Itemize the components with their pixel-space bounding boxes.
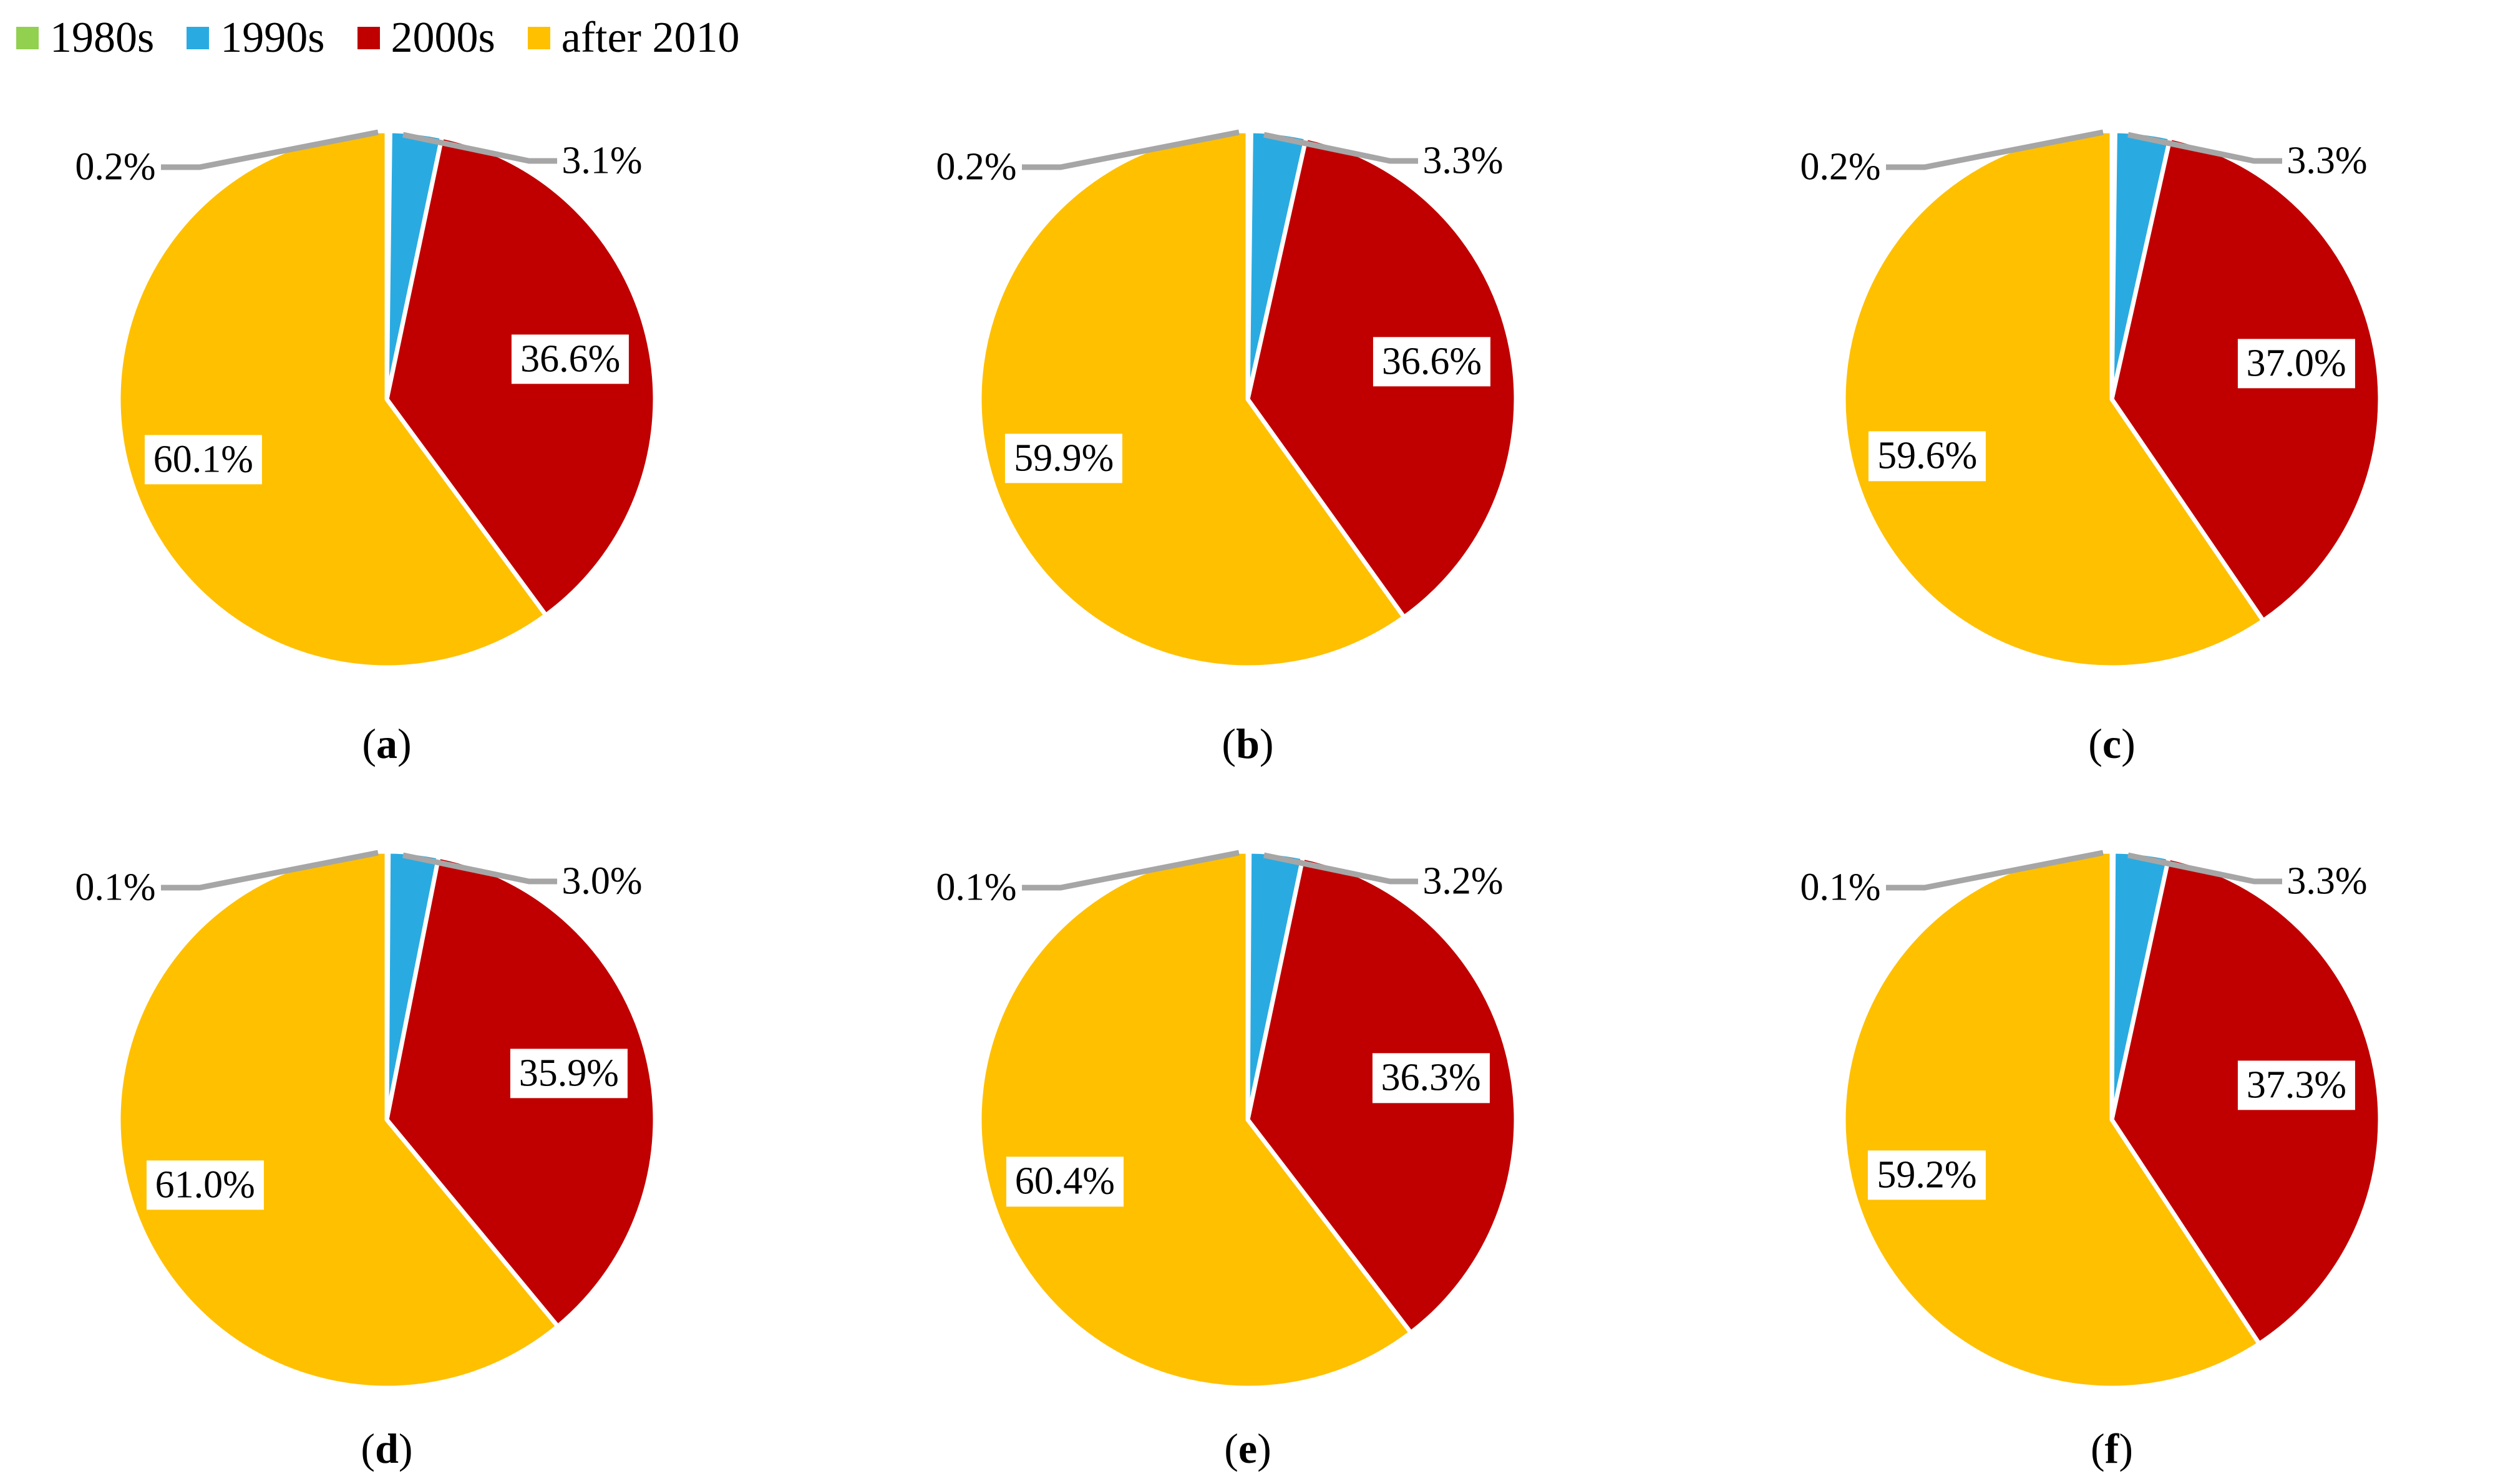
pie-slice-after-2010 — [977, 129, 1407, 670]
legend-label-after-2010: after 2010 — [561, 14, 740, 62]
legend-swatch-after-2010-icon — [527, 27, 550, 49]
legend-item-2000s: 2000s — [357, 16, 495, 60]
pie-slice-after-2010 — [1841, 849, 2262, 1390]
legend-swatch-2000s-icon — [357, 27, 380, 49]
leader-line-1980s — [1022, 850, 1240, 891]
legend: 1980s 1990s 2000s after 2010 — [16, 16, 739, 60]
leader-line-1980s — [1022, 129, 1240, 170]
leader-line-1990s — [2127, 852, 2282, 885]
pie-chart-c — [1841, 129, 2383, 670]
pie-slice-after-2010 — [116, 849, 560, 1390]
leader-line-1980s — [161, 129, 379, 170]
pie-chart-b — [977, 129, 1519, 670]
legend-label-1990s: 1990s — [220, 14, 325, 62]
leader-line-1990s — [1263, 132, 1418, 164]
pie-slice-after-2010 — [1841, 129, 2266, 670]
legend-label-1980s: 1980s — [50, 14, 155, 62]
pie-slice-after-2010 — [977, 849, 1413, 1390]
legend-label-2000s: 2000s — [391, 14, 495, 62]
leader-line-1990s — [402, 132, 557, 164]
pie-chart-a — [116, 129, 658, 670]
leader-line-1990s — [2127, 132, 2282, 164]
pie-chart-e — [977, 849, 1519, 1390]
leader-line-1980s — [1886, 129, 2104, 170]
pie-chart-d — [116, 849, 658, 1390]
legend-swatch-1980s-icon — [16, 27, 39, 49]
pie-slice-after-2010 — [116, 129, 548, 670]
leader-line-1990s — [402, 852, 557, 885]
legend-swatch-1990s-icon — [187, 27, 210, 49]
legend-item-1990s: 1990s — [187, 14, 325, 62]
leader-line-1980s — [1886, 850, 2104, 891]
pie-chart-f — [1841, 849, 2383, 1390]
legend-item-after-2010: after 2010 — [527, 14, 740, 62]
leader-line-1980s — [161, 850, 379, 891]
leader-line-1990s — [1263, 852, 1418, 885]
legend-item-1980s: 1980s — [16, 16, 154, 60]
